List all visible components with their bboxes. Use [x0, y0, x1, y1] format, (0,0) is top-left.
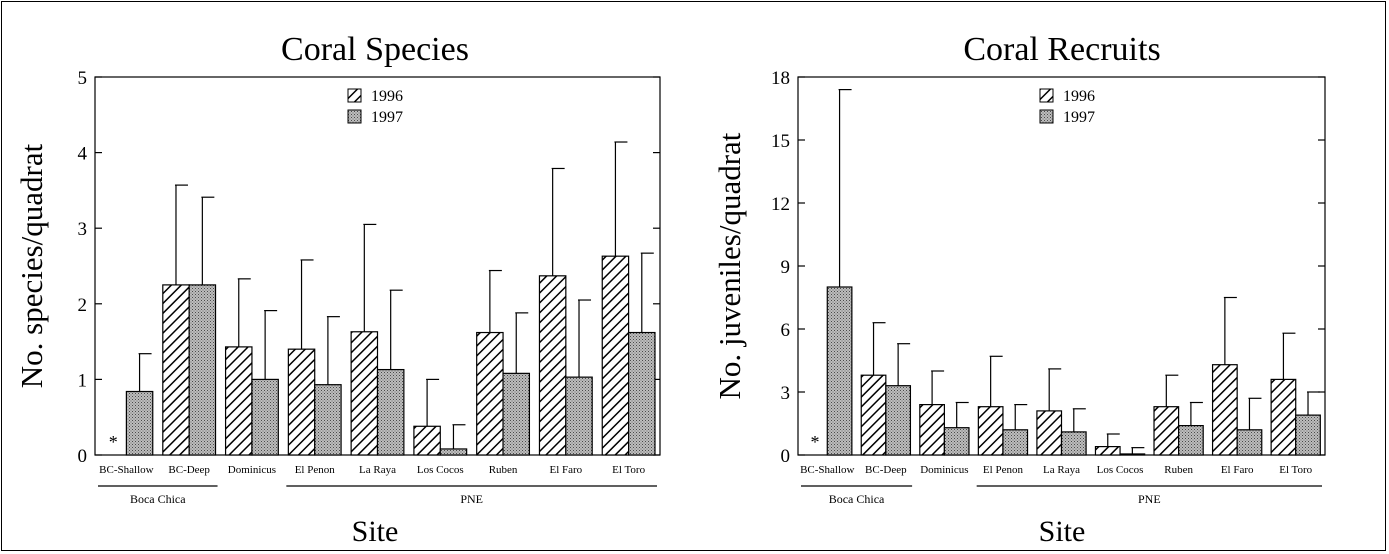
bar-1997: [376, 368, 405, 456]
x-tick-label: BC-Shallow: [99, 464, 153, 476]
bar-1997: [1060, 431, 1087, 456]
y-tick-label: 3: [78, 219, 88, 240]
bar-1996: [1270, 378, 1297, 456]
chart-title: Coral Species: [281, 31, 469, 68]
bar-1996: [476, 331, 504, 456]
bar-1996: [1153, 406, 1180, 456]
y-tick-label: 0: [78, 446, 88, 467]
x-tick-label: Los Cocos: [417, 464, 464, 476]
x-axis-label: Site: [1039, 515, 1086, 548]
x-tick-label: Los Cocos: [1097, 464, 1144, 476]
x-tick-label: Dominicus: [228, 464, 276, 476]
y-tick-label: 0: [781, 446, 791, 467]
x-tick-label: Ruben: [1164, 464, 1193, 476]
bar-1997: [826, 286, 853, 456]
bar-1996: [860, 374, 887, 456]
bar-1996: [1211, 364, 1238, 456]
bar-1996: [350, 331, 379, 456]
x-tick-label: La Raya: [359, 464, 396, 476]
x-tick-label: Dominicus: [920, 464, 968, 476]
annotation-asterisk: *: [810, 432, 819, 452]
y-tick-label: 15: [771, 131, 790, 152]
legend-label: 1997: [1063, 109, 1095, 126]
bar-1996: [287, 348, 316, 456]
x-tick-label: Ruben: [489, 464, 518, 476]
chart-title: Coral Recruits: [963, 31, 1160, 68]
bar-1997: [1119, 453, 1146, 456]
bar-1997: [1236, 429, 1263, 456]
legend-swatch-1996: [1039, 88, 1054, 103]
x-tick-label: El Faro: [549, 464, 582, 476]
bar-1997: [502, 372, 531, 456]
bar-1996: [1094, 446, 1121, 456]
bar-1997: [125, 390, 154, 456]
x-tick-label: El Penon: [983, 464, 1024, 476]
bar-1997: [1002, 429, 1029, 456]
bar-1997: [943, 427, 970, 456]
y-tick-label: 2: [78, 295, 88, 316]
bar-1996: [1036, 410, 1063, 456]
legend-swatch-1997: [347, 109, 362, 124]
group-label: PNE: [1138, 492, 1161, 506]
bar-1997: [1178, 425, 1204, 456]
y-axis-label: No. species/quadrat: [14, 143, 49, 388]
legend-label: 1996: [1063, 88, 1095, 105]
group-label: PNE: [460, 492, 483, 506]
bar-1996: [977, 406, 1004, 456]
y-tick-label: 18: [771, 68, 790, 89]
group-label: Boca Chica: [130, 492, 186, 506]
x-tick-label: La Raya: [1043, 464, 1080, 476]
x-tick-label: BC-Deep: [168, 464, 210, 476]
bar-1997: [628, 331, 656, 456]
x-tick-label: BC-Deep: [865, 464, 907, 476]
x-tick-label: El Penon: [295, 464, 336, 476]
bar-1996: [919, 404, 945, 456]
bar-1997: [885, 385, 912, 456]
bar-1996: [162, 284, 190, 456]
bar-1997: [188, 284, 217, 456]
legend-label: 1997: [371, 109, 403, 126]
y-tick-label: 12: [771, 194, 790, 215]
bar-1997: [1295, 414, 1321, 456]
y-tick-label: 9: [781, 257, 791, 278]
x-tick-label: El Faro: [1221, 464, 1254, 476]
y-tick-label: 1: [78, 370, 88, 391]
bar-1996: [224, 346, 253, 456]
x-tick-label: El Toro: [1279, 464, 1312, 476]
bar-1997: [439, 448, 468, 456]
y-tick-label: 5: [78, 68, 88, 89]
legend-swatch-1996: [347, 88, 362, 103]
y-tick-label: 3: [781, 383, 791, 404]
annotation-asterisk: *: [109, 432, 118, 452]
bar-1996: [601, 255, 630, 456]
chart-coral-recruits: Coral Recruits No. juveniles/quadrat Site 0…: [712, 31, 1326, 548]
group-label: Boca Chica: [829, 492, 885, 506]
x-axis-label: Site: [352, 515, 399, 548]
bar-1997: [565, 376, 593, 456]
x-tick-label: El Toro: [612, 464, 645, 476]
bar-1996: [538, 275, 567, 456]
y-tick-label: 6: [781, 320, 791, 341]
y-axis-label: No. juveniles/quadrat: [712, 132, 747, 399]
legend-swatch-1997: [1039, 109, 1054, 124]
chart-coral-species: Coral Species No. species/quadrat Site 0 1 2 3…: [14, 31, 661, 548]
bar-1997: [314, 384, 342, 456]
x-tick-label: BC-Shallow: [800, 464, 854, 476]
bar-1996: [413, 425, 441, 456]
legend-label: 1996: [371, 88, 403, 105]
bar-1997: [251, 378, 279, 456]
y-tick-label: 4: [78, 144, 88, 165]
